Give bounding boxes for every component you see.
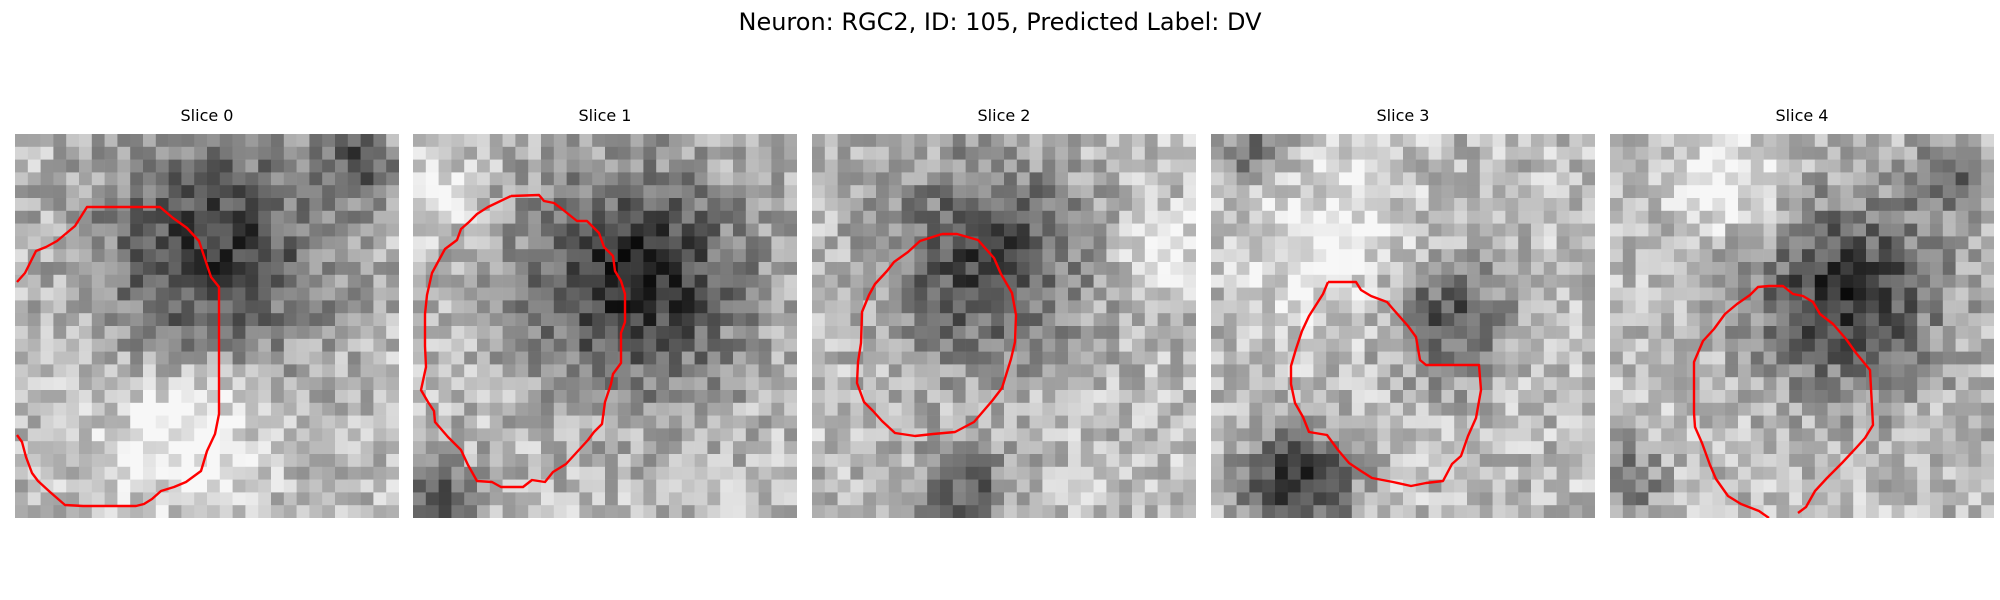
slice-2-panel: Slice 2 (812, 106, 1196, 518)
slice-0-image (15, 134, 399, 518)
slice-3-contour (1289, 280, 1483, 488)
slice-1-contour (419, 193, 627, 489)
slice-0-title: Slice 0 (180, 106, 234, 125)
slice-1-panel: Slice 1 (413, 106, 797, 518)
slice-1-title: Slice 1 (578, 106, 632, 125)
slice-4-contour (1692, 284, 1875, 518)
slice-2-image (812, 134, 1196, 518)
slice-1-image (413, 134, 797, 518)
slice-2-contour (855, 232, 1018, 438)
slice-2-title: Slice 2 (977, 106, 1031, 125)
slice-3-image (1211, 134, 1595, 518)
slice-3-title: Slice 3 (1376, 106, 1430, 125)
figure-title: Neuron: RGC2, ID: 105, Predicted Label: … (738, 8, 1262, 36)
slice-4-image (1610, 134, 1994, 518)
slice-4-panel: Slice 4 (1610, 106, 1994, 518)
slice-0-panel: Slice 0 (15, 106, 399, 518)
slice-3-panel: Slice 3 (1211, 106, 1595, 518)
slice-4-title: Slice 4 (1775, 106, 1829, 125)
slice-0-contour (16, 205, 221, 508)
